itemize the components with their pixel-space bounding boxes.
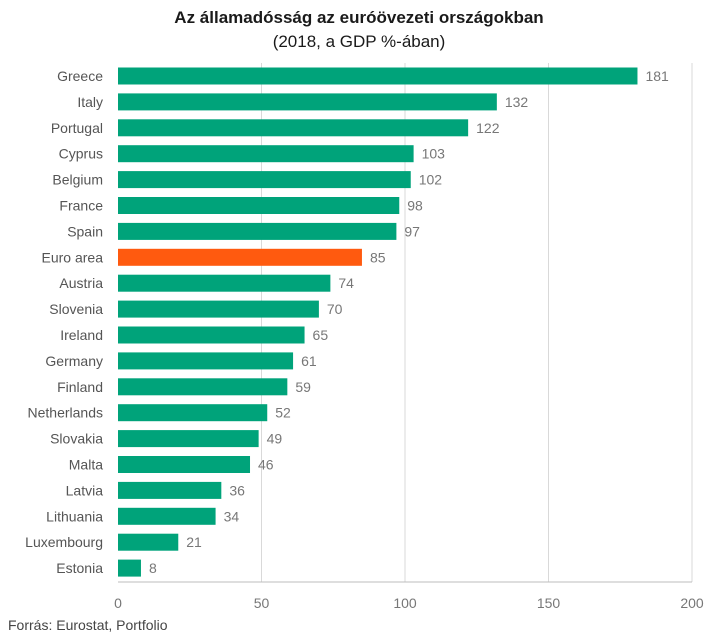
bar — [118, 326, 305, 344]
category-label: Netherlands — [28, 405, 104, 421]
category-label: Belgium — [52, 172, 103, 188]
value-label: 70 — [327, 301, 343, 317]
category-label: Euro area — [42, 249, 104, 265]
value-label: 52 — [275, 405, 291, 421]
category-label: Portugal — [51, 120, 103, 136]
value-label: 103 — [422, 146, 446, 162]
value-label: 74 — [338, 275, 354, 291]
bar — [118, 404, 268, 422]
grid-lines — [118, 63, 693, 583]
category-label: Finland — [57, 379, 103, 395]
value-label: 59 — [295, 379, 311, 395]
category-label: Malta — [69, 457, 103, 473]
category-label: Greece — [57, 68, 103, 84]
bar — [118, 93, 497, 111]
bars — [118, 67, 638, 577]
value-label: 98 — [407, 198, 423, 214]
value-label: 49 — [267, 431, 283, 447]
value-label: 21 — [186, 534, 202, 550]
category-label: Italy — [77, 94, 103, 110]
value-label: 181 — [645, 68, 669, 84]
chart-title: Az államadósság az euróövezeti országokb… — [174, 8, 544, 27]
bar — [118, 274, 331, 292]
labels: 0 50 100 150 200 Greece 181 Italy 132 Portugal 122… — [25, 68, 704, 611]
value-label: 65 — [313, 327, 329, 343]
bar — [118, 430, 259, 448]
bar — [118, 533, 179, 551]
bar — [118, 67, 638, 85]
bar — [118, 559, 141, 577]
value-label: 46 — [258, 457, 274, 473]
bar — [118, 300, 319, 318]
bar — [118, 145, 414, 163]
bar — [118, 248, 362, 266]
x-tick-label: 0 — [114, 595, 122, 611]
value-label: 132 — [505, 94, 529, 110]
value-label: 8 — [149, 560, 157, 576]
value-label: 122 — [476, 120, 500, 136]
category-label: Slovakia — [50, 431, 103, 447]
x-tick-label: 50 — [254, 595, 270, 611]
bar — [118, 119, 469, 137]
value-label: 97 — [404, 223, 420, 239]
value-label: 85 — [370, 249, 386, 265]
bar — [118, 197, 400, 214]
category-label: Cyprus — [59, 146, 103, 162]
value-label: 61 — [301, 353, 317, 369]
bar — [118, 481, 222, 499]
chart-subtitle: (2018, a GDP %-ában) — [272, 32, 446, 51]
bar — [118, 456, 251, 473]
value-label: 34 — [224, 508, 240, 524]
source-note: Forrás: Eurostat, Portfolio — [8, 617, 168, 633]
category-label: Estonia — [56, 560, 103, 576]
category-label: Germany — [45, 353, 103, 369]
category-label: Latvia — [66, 482, 104, 498]
x-tick-label: 150 — [537, 595, 561, 611]
bar — [118, 507, 216, 525]
category-label: Spain — [67, 223, 103, 239]
x-tick-label: 200 — [680, 595, 704, 611]
bar — [118, 222, 397, 240]
category-label: France — [59, 198, 103, 214]
x-tick-label: 100 — [393, 595, 417, 611]
category-label: Luxembourg — [25, 534, 103, 550]
category-label: Lithuania — [46, 508, 103, 524]
bar — [118, 352, 294, 370]
bar — [118, 171, 411, 189]
category-label: Austria — [59, 275, 103, 291]
category-label: Slovenia — [49, 301, 103, 317]
value-label: 102 — [419, 172, 443, 188]
category-label: Ireland — [60, 327, 103, 343]
value-label: 36 — [229, 482, 245, 498]
bar — [118, 378, 288, 396]
